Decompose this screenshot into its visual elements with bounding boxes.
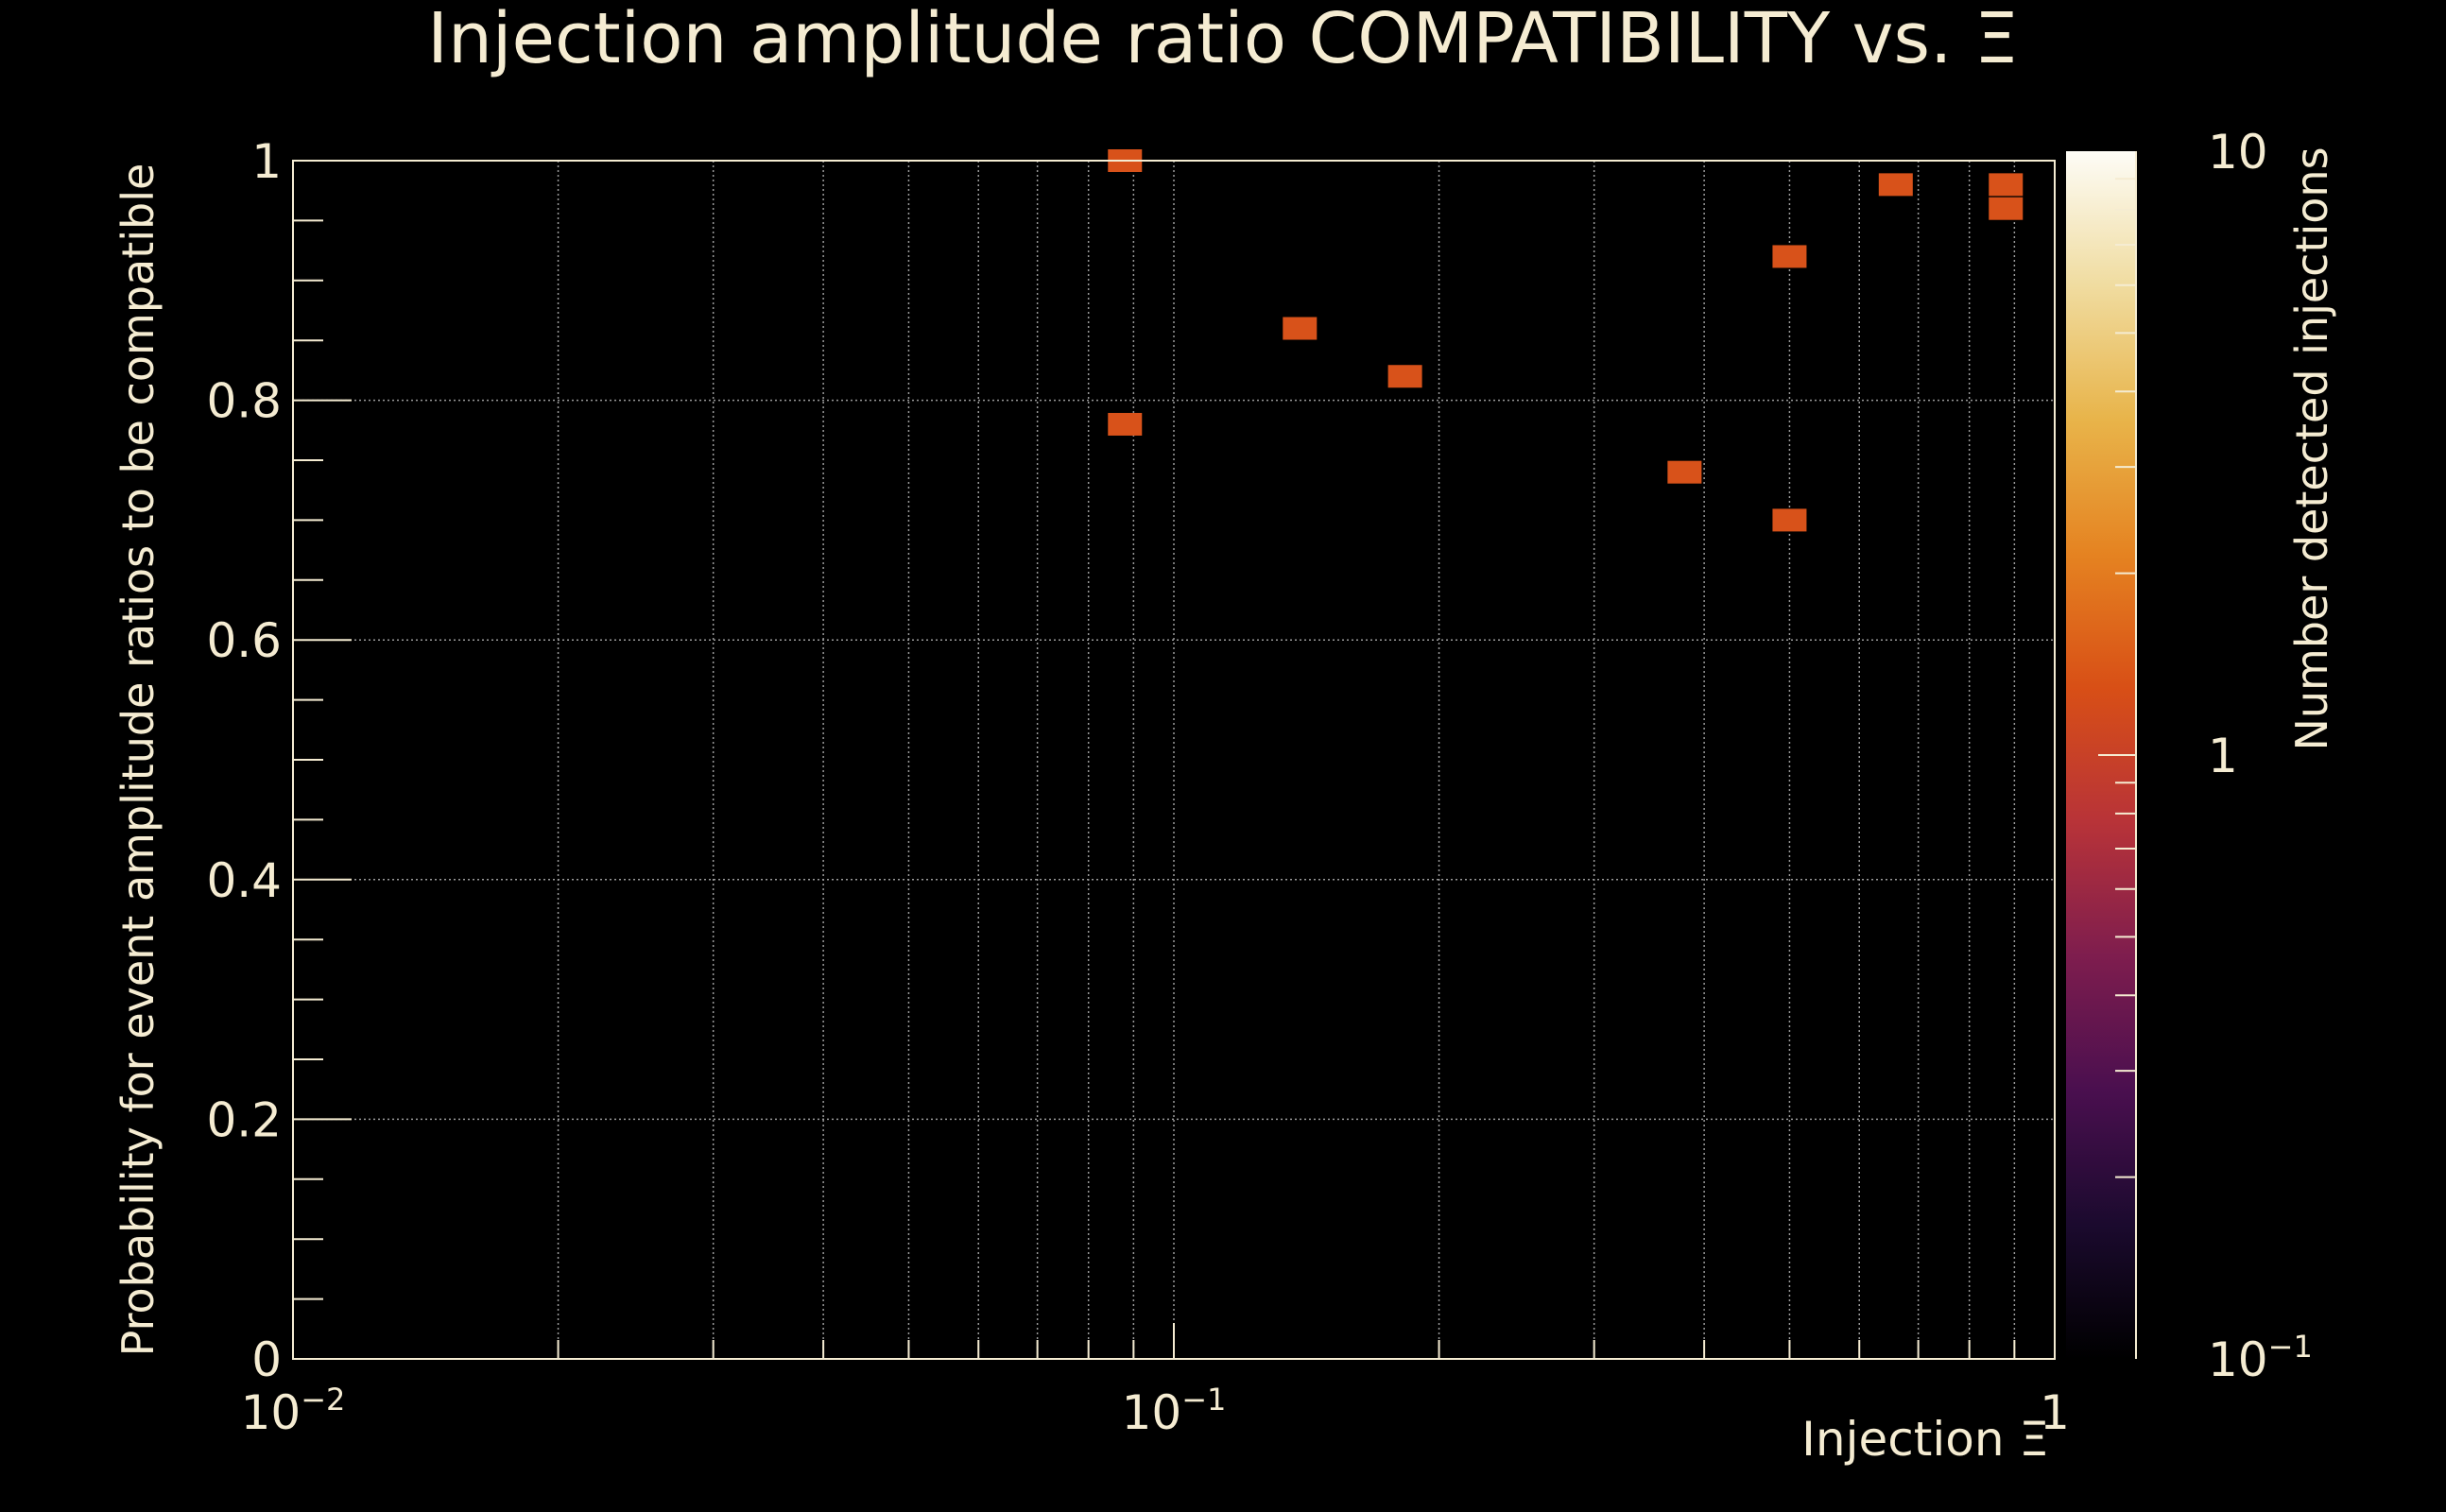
- plot-frame: [292, 160, 2056, 1360]
- x-tick-label: 10−1: [1122, 1382, 1227, 1440]
- data-cell: [1283, 317, 1318, 340]
- data-cells: [1108, 149, 2024, 532]
- data-cell: [1772, 508, 1807, 532]
- y-tick-label: 0: [251, 1332, 282, 1387]
- data-cell: [1772, 245, 1807, 268]
- x-axis-label: Injection Ξ: [1801, 1412, 2049, 1467]
- z-tick-label: 1: [2208, 729, 2238, 783]
- z-axis-label: Number detected injections: [2286, 146, 2337, 750]
- x-axis: 10−2 10−1 1: [241, 1323, 2070, 1440]
- y-tick-label: 0.6: [206, 613, 282, 668]
- x-tick-label: 10−2: [241, 1382, 346, 1440]
- z-tick-label: 10−1: [2208, 1329, 2313, 1387]
- z-tick-label: 10: [2208, 125, 2268, 180]
- y-axis-label: Probability for event amplitude ratios t…: [112, 163, 164, 1357]
- chart-title: Injection amplitude ratio COMPATIBILITY …: [427, 0, 2019, 79]
- data-cell: [1108, 412, 1143, 436]
- y-tick-label: 0.2: [206, 1092, 282, 1147]
- y-tick-label: 0.8: [206, 374, 282, 429]
- data-cell: [1989, 197, 2024, 220]
- color-scale: 10 1 10−1: [2066, 125, 2313, 1387]
- y-axis: 0 0.2 0.4 0.6 0.8 1: [206, 134, 352, 1387]
- data-cell: [1878, 173, 1913, 197]
- x-tick-label: 1: [2040, 1385, 2070, 1440]
- data-cell: [1667, 460, 1702, 484]
- y-tick-label: 1: [251, 134, 282, 189]
- data-cell: [1989, 173, 2024, 197]
- y-tick-label: 0.4: [206, 853, 282, 908]
- grid: [293, 160, 2055, 1359]
- data-cell: [1387, 365, 1422, 388]
